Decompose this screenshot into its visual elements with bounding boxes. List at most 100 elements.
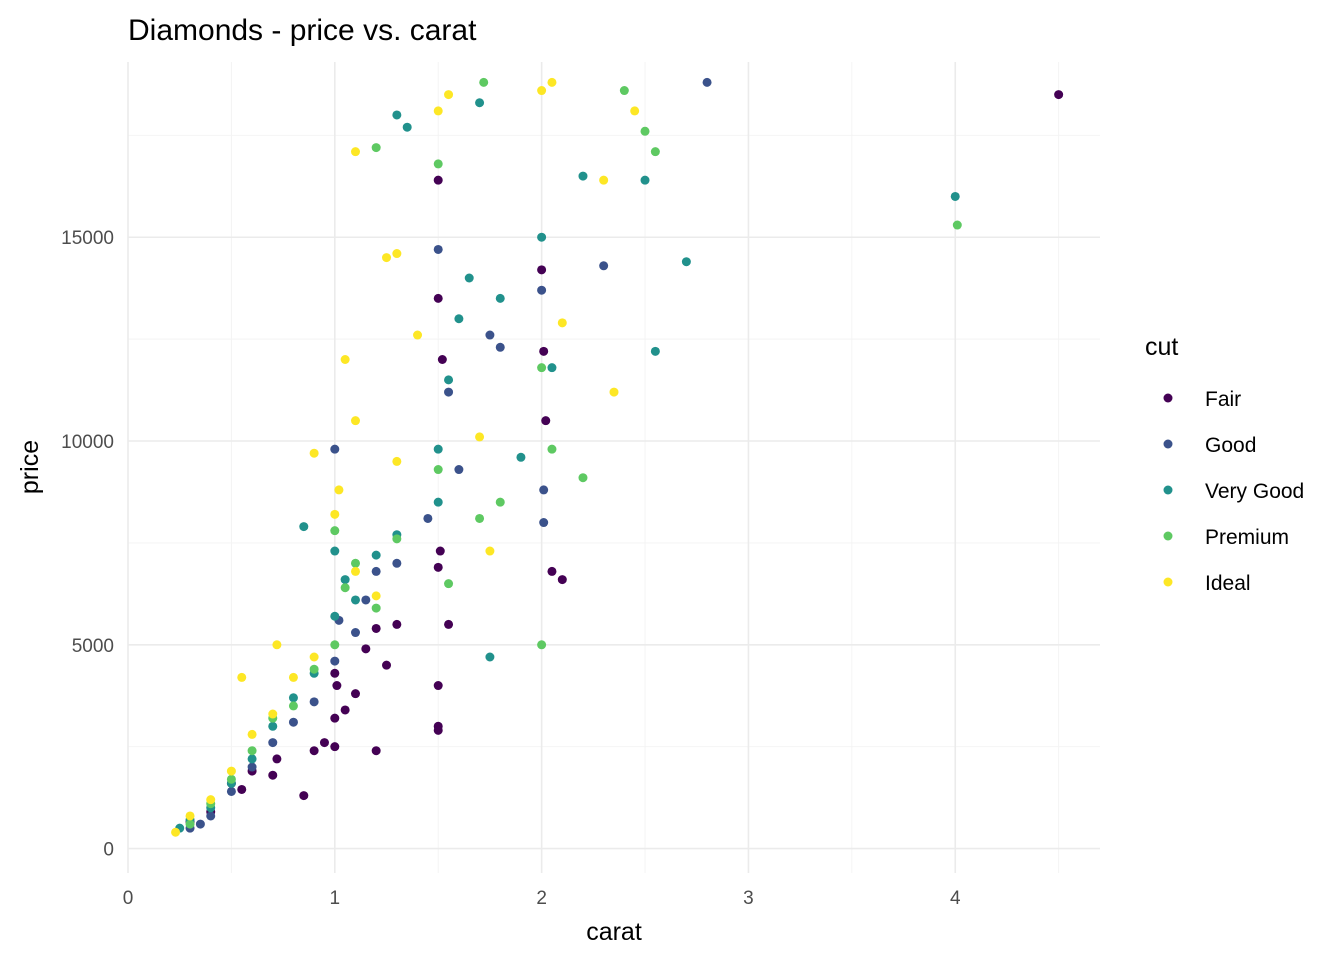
data-point-ideal xyxy=(350,147,360,157)
data-point-good xyxy=(433,244,443,254)
data-point-very-good xyxy=(268,721,278,731)
data-point-premium xyxy=(392,534,402,544)
data-point-ideal xyxy=(433,106,443,116)
data-point-fair xyxy=(319,738,329,748)
data-point-ideal xyxy=(444,90,454,100)
legend-key-premium xyxy=(1163,531,1173,541)
data-point-fair xyxy=(330,668,340,678)
data-point-ideal xyxy=(350,566,360,576)
data-point-fair xyxy=(539,346,549,356)
legend-key-good xyxy=(1163,439,1173,449)
data-point-ideal xyxy=(171,827,181,837)
data-point-good xyxy=(288,717,298,727)
data-point-good xyxy=(537,285,547,295)
y-tick-label: 10000 xyxy=(61,432,114,453)
data-point-good xyxy=(330,444,340,454)
data-point-ideal xyxy=(237,672,247,682)
data-point-fair xyxy=(330,713,340,723)
data-point-premium xyxy=(650,147,660,157)
y-tick-label: 15000 xyxy=(61,228,114,249)
tick-labels: 0 1 2 3 4 0 5000 10000 15000 xyxy=(61,228,961,909)
chart-title: Diamonds - price vs. carat xyxy=(128,14,477,47)
data-point-ideal xyxy=(185,811,195,821)
data-point-fair xyxy=(547,566,557,576)
data-point-good xyxy=(226,786,236,796)
data-point-very-good xyxy=(392,110,402,120)
legend-label: Premium xyxy=(1205,526,1289,549)
data-point-very-good xyxy=(495,293,505,303)
data-point-ideal xyxy=(309,448,319,458)
data-point-fair xyxy=(361,644,371,654)
data-point-premium xyxy=(309,664,319,674)
data-point-ideal xyxy=(609,387,619,397)
data-point-ideal xyxy=(485,546,495,556)
data-point-good xyxy=(485,330,495,340)
data-point-good xyxy=(268,738,278,748)
data-point-very-good xyxy=(247,754,257,764)
data-point-good xyxy=(539,518,549,528)
data-point-good xyxy=(350,628,360,638)
data-point-very-good xyxy=(330,546,340,556)
data-point-fair xyxy=(433,725,443,735)
data-point-fair xyxy=(272,754,282,764)
data-point-premium xyxy=(350,558,360,568)
data-point-ideal xyxy=(599,175,609,185)
data-point-very-good xyxy=(402,122,412,132)
data-point-very-good xyxy=(950,191,960,201)
data-point-ideal xyxy=(206,795,216,805)
data-point-premium xyxy=(444,579,454,589)
x-tick-label: 0 xyxy=(123,888,134,909)
data-point-premium xyxy=(578,473,588,483)
legend-key-ideal xyxy=(1163,577,1173,587)
data-point-very-good xyxy=(444,375,454,385)
data-point-ideal xyxy=(537,86,547,96)
data-point-premium xyxy=(371,603,381,613)
data-point-fair xyxy=(537,265,547,275)
data-point-fair xyxy=(237,784,247,794)
data-point-premium xyxy=(371,143,381,153)
data-point-very-good xyxy=(433,497,443,507)
data-point-fair xyxy=(371,623,381,633)
data-point-very-good xyxy=(454,314,464,324)
data-point-premium xyxy=(340,583,350,593)
data-point-good xyxy=(495,342,505,352)
data-point-very-good xyxy=(340,575,350,585)
data-point-very-good xyxy=(299,522,309,532)
gridlines xyxy=(127,62,1100,873)
data-point-fair xyxy=(435,546,445,556)
data-point-very-good xyxy=(485,652,495,662)
legend-label: Good xyxy=(1205,434,1256,457)
data-point-ideal xyxy=(371,591,381,601)
data-point-very-good xyxy=(681,257,691,267)
data-point-fair xyxy=(340,705,350,715)
data-point-very-good xyxy=(650,346,660,356)
data-point-ideal xyxy=(272,640,282,650)
data-points xyxy=(171,77,1064,837)
data-point-premium xyxy=(619,86,629,96)
x-axis-title: carat xyxy=(586,918,642,946)
data-point-ideal xyxy=(630,106,640,116)
data-point-good xyxy=(599,261,609,271)
legend-title: cut xyxy=(1145,333,1178,361)
data-point-premium xyxy=(495,497,505,507)
data-point-good xyxy=(195,819,205,829)
data-point-fair xyxy=(433,175,443,185)
data-point-ideal xyxy=(340,355,350,365)
y-axis-title: price xyxy=(16,440,44,494)
data-point-good xyxy=(392,558,402,568)
data-point-very-good xyxy=(537,232,547,242)
data-point-premium xyxy=(537,640,547,650)
data-point-very-good xyxy=(330,611,340,621)
data-point-very-good xyxy=(547,363,557,373)
data-point-fair xyxy=(1054,90,1064,100)
data-point-good xyxy=(206,811,216,821)
data-point-good xyxy=(309,697,319,707)
data-point-premium xyxy=(952,220,962,230)
data-point-premium xyxy=(330,640,340,650)
data-point-premium xyxy=(547,444,557,454)
data-point-ideal xyxy=(413,330,423,340)
data-point-ideal xyxy=(330,509,340,519)
data-point-ideal xyxy=(350,416,360,426)
y-tick-label: 0 xyxy=(103,840,114,861)
